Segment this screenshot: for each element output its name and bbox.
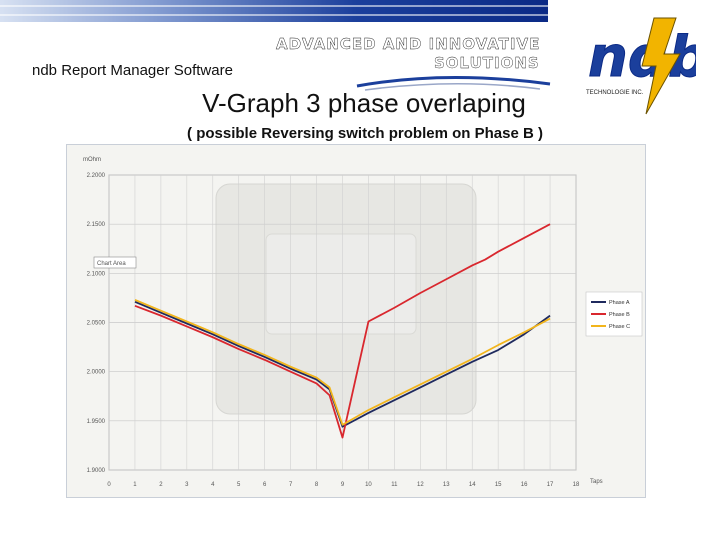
x-tick-label: 0 [107,482,111,488]
x-tick-label: 17 [547,482,554,488]
y-tick-label: 2.2000 [87,173,106,179]
x-tick-label: 6 [263,482,267,488]
lightning-bolt-icon [641,17,681,115]
x-tick-label: 1 [133,482,137,488]
header-band [0,0,548,22]
legend: Phase A Phase B Phase C [585,291,643,337]
x-tick-label: 10 [365,482,372,488]
x-tick-label: 4 [211,482,215,488]
y-tick-label: 1.9500 [87,419,106,425]
x-tick-label: 14 [469,482,476,488]
x-axis-label: Taps [590,479,603,485]
series-line-phase-a [134,301,551,428]
background-device-panel [265,233,417,335]
x-tick-label: 5 [237,482,241,488]
company-logo: ndb TECHNOLOGIE INC. [586,17,696,115]
y-tick-label: 2.1500 [87,222,106,228]
y-tick-label: 2.1000 [87,271,106,277]
x-tick-label: 12 [417,482,424,488]
y-axis-label: mOhm [83,157,101,163]
legend-entry: Phase B [609,312,630,318]
slide-subtitle: ( possible Reversing switch problem on P… [187,125,543,142]
x-tick-label: 2 [159,482,163,488]
line-chart: 1.9000 1.9500 2.0000 2.0500 2.1000 2.1500 2.20… [83,157,643,488]
logo-letters: ndb [588,25,696,90]
x-tick-label: 16 [521,482,528,488]
app-name: ndb Report Manager Software [32,62,233,79]
x-tick-label: 15 [495,482,502,488]
slide-title: V-Graph 3 phase overlaping [202,88,526,118]
legend-entry: Phase C [609,324,630,330]
swoosh-decoration [356,76,551,91]
x-tick-label: 11 [391,482,398,488]
chart-area-annotation: Chart Area [93,256,137,269]
legend-entry: Phase A [609,300,630,306]
x-tick-label: 18 [573,482,580,488]
x-tick-label: 7 [289,482,293,488]
x-tick-label: 13 [443,482,450,488]
brand-line-2: SOLUTIONS [434,54,540,72]
header-stripe [0,14,548,16]
x-tick-label: 3 [185,482,189,488]
series-line-phase-b [134,223,551,439]
annotation-box [93,256,137,269]
y-tick-label: 1.9000 [87,468,106,474]
brand-line-1: ADVANCED AND INNOVATIVE [276,35,541,53]
y-tick-label: 2.0000 [87,370,106,376]
header-stripe [0,5,548,7]
y-tick-label: 2.0500 [87,321,106,327]
x-tick-label: 8 [315,482,319,488]
logo-caption: TECHNOLOGIE INC. [586,90,644,96]
brand-wordmark: ADVANCED AND INNOVATIVE SOLUTIONS [276,33,556,91]
x-tick-label: 9 [341,482,345,488]
annotation-text: Chart Area [97,261,126,267]
series-line-phase-c [134,299,551,426]
